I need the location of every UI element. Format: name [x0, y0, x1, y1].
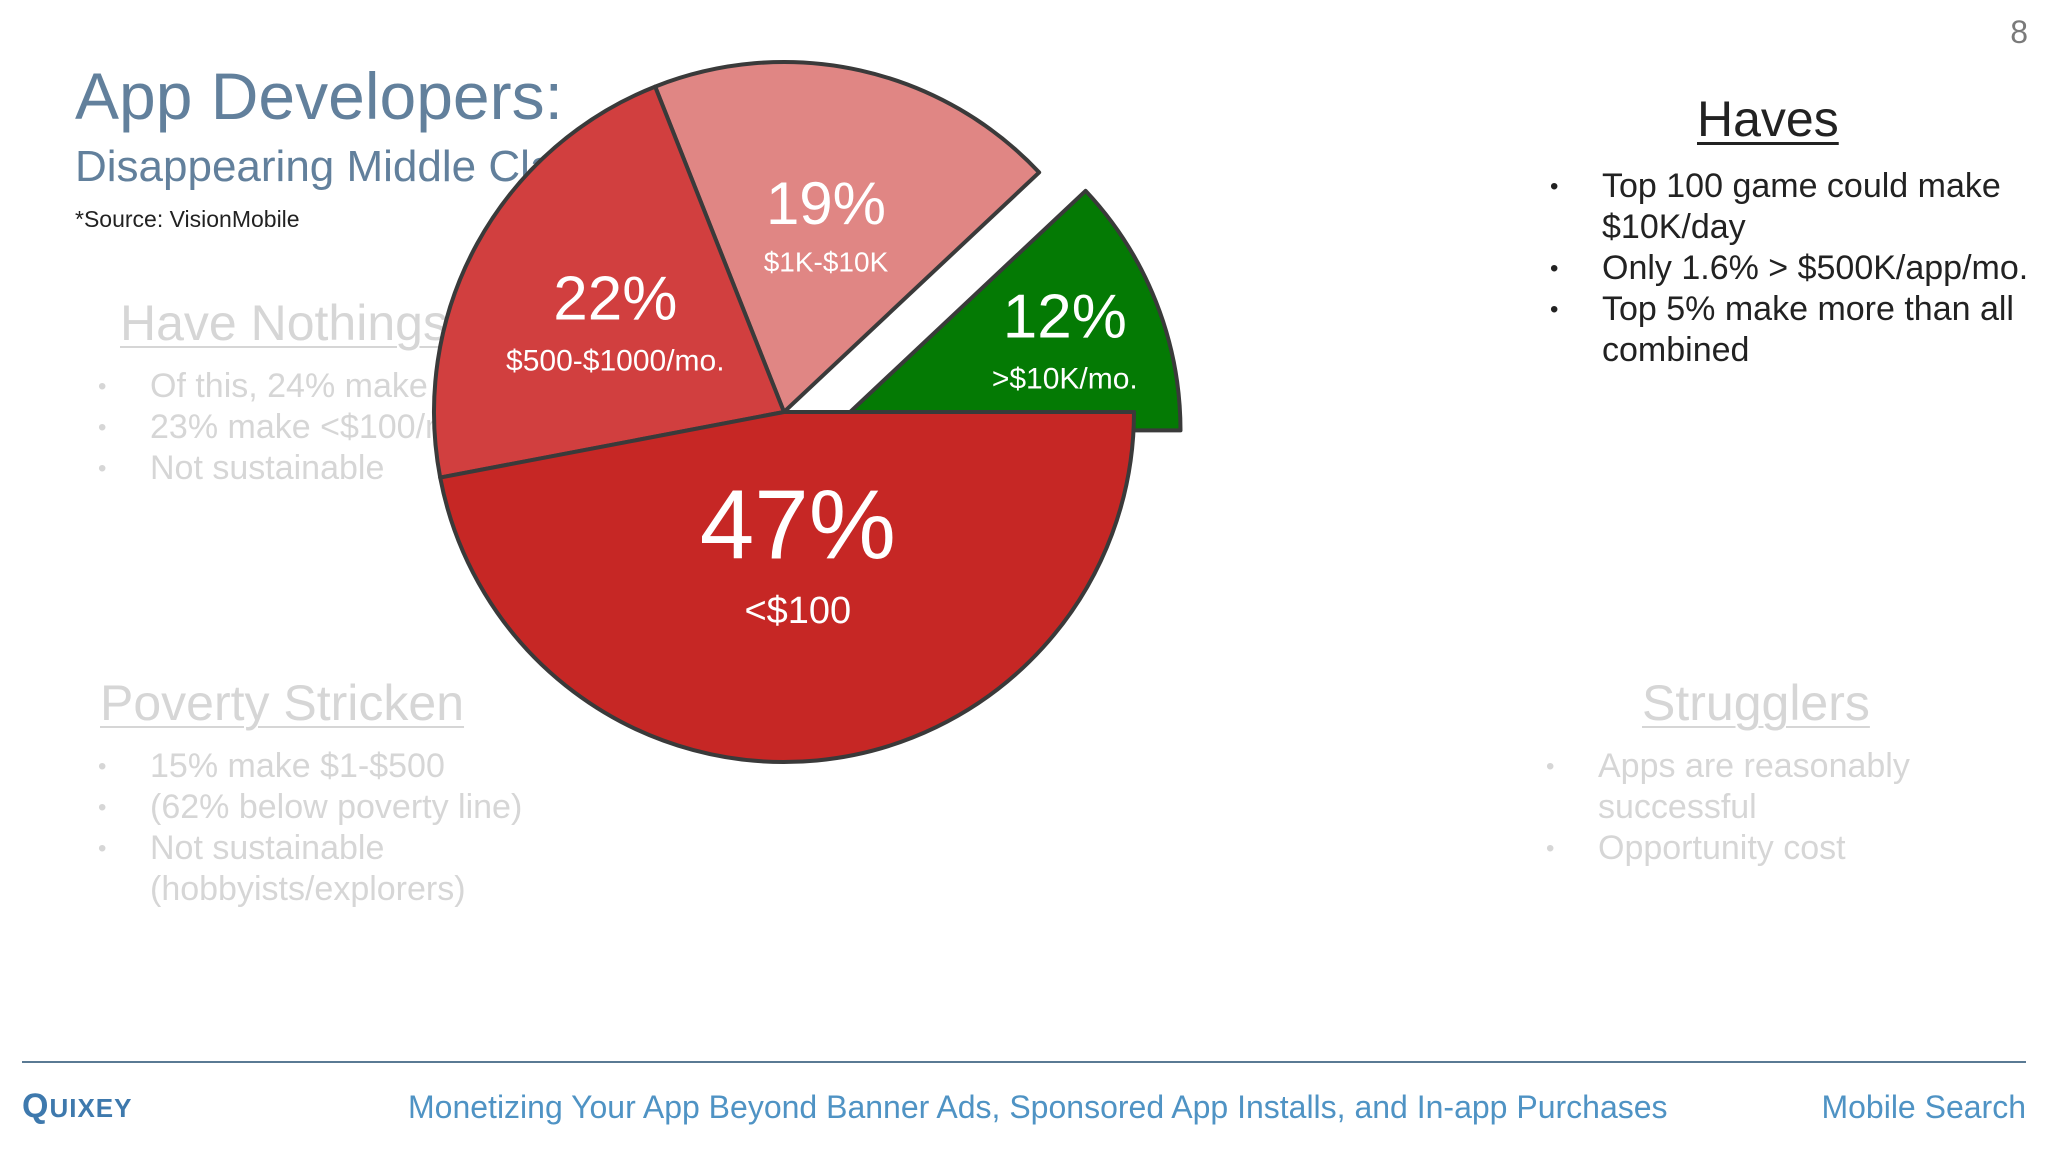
have-nothings-list: • Of this, 24% make $0 • 23% make <$100/mo…: [88, 366, 528, 489]
slice-range-label: <$100: [744, 590, 851, 632]
haves-block: Haves • Top 100 game could make $10K/day …: [1540, 90, 2040, 371]
brand-logo: QUIXEY: [22, 1087, 133, 1125]
list-item: • Only 1.6% > $500K/app/mo.: [1550, 249, 2029, 287]
list-item: • Apps are reasonably successful: [1546, 747, 1910, 826]
page-subtitle: Disappearing Middle Class: [75, 142, 599, 191]
have-nothings-heading: Have Nothings: [120, 295, 448, 351]
list-item: • Top 5% make more than all combined: [1550, 290, 2014, 369]
slice-range-label: >$10K/mo.: [992, 363, 1138, 396]
slice-percent-label: 12%: [1003, 283, 1127, 352]
footer-tagline: Monetizing Your App Beyond Banner Ads, S…: [408, 1089, 1668, 1125]
strugglers-heading: Strugglers: [1642, 675, 1870, 731]
pie-slice-22pct: [432, 84, 786, 480]
list-item: • Of this, 24% make $0: [98, 367, 476, 405]
footer-divider: [22, 1061, 2026, 1063]
list-item: • (62% below poverty line): [98, 788, 523, 826]
pie-labels: 12% >$10K/mo. 19% $1K-$10K 22% $500-$1000/mo.…: [506, 170, 1138, 632]
slide-number: 8: [2010, 14, 2028, 50]
slice-percent-label: 22%: [553, 264, 677, 333]
slice-percent-label: 19%: [766, 170, 886, 237]
strugglers-list: • Apps are reasonably successful • Opportu…: [1536, 746, 2016, 869]
page-title: App Developers:: [75, 59, 563, 133]
pie-slice-12pct: [828, 188, 1183, 433]
list-item: • Top 100 game could make $10K/day: [1550, 167, 2001, 246]
poverty-stricken-block: Poverty Stricken • 15% make $1-$500 • (62%…: [88, 674, 568, 910]
pie-slices: [432, 60, 1183, 764]
slice-range-label: $500-$1000/mo.: [506, 344, 725, 377]
pie-slice-47pct: [438, 410, 1136, 764]
slice-percent-label: 47%: [700, 469, 896, 579]
source-note: *Source: VisionMobile: [75, 206, 300, 232]
strugglers-block: Strugglers • Apps are reasonably successf…: [1536, 674, 2016, 869]
list-item: • Not sustainable (hobbyists/explorers): [98, 829, 466, 908]
slice-range-label: $1K-$10K: [764, 247, 889, 278]
list-item: • Opportunity cost: [1546, 829, 1846, 867]
poverty-stricken-list: • 15% make $1-$500 • (62% below poverty li…: [88, 746, 568, 910]
haves-heading: Haves: [1697, 91, 1839, 147]
list-item: • Not sustainable: [98, 449, 385, 487]
list-item: • 15% make $1-$500: [98, 747, 445, 785]
poverty-stricken-heading: Poverty Stricken: [100, 675, 465, 731]
have-nothings-block: Have Nothings • Of this, 24% make $0 • 23%…: [88, 294, 528, 489]
haves-list: • Top 100 game could make $10K/day • Only …: [1540, 166, 2040, 371]
list-item: • 23% make <$100/mo.: [98, 408, 482, 446]
footer-product-label: Mobile Search: [1821, 1089, 2026, 1125]
